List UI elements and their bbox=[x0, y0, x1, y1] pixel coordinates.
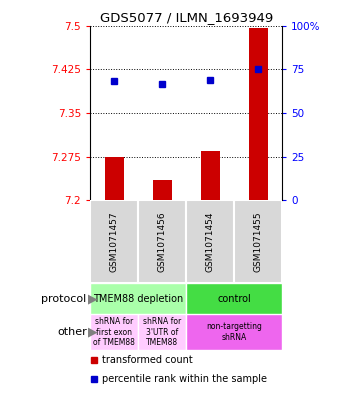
Text: ▶: ▶ bbox=[88, 325, 98, 339]
Text: other: other bbox=[57, 327, 87, 337]
Text: GSM1071454: GSM1071454 bbox=[206, 211, 215, 272]
Bar bbox=[186, 314, 282, 350]
Text: protocol: protocol bbox=[41, 294, 87, 304]
Text: TMEM88 depletion: TMEM88 depletion bbox=[93, 294, 183, 304]
Bar bbox=[90, 283, 186, 314]
Text: percentile rank within the sample: percentile rank within the sample bbox=[102, 374, 267, 384]
Bar bbox=[138, 314, 186, 350]
Text: shRNA for
first exon
of TMEM88: shRNA for first exon of TMEM88 bbox=[93, 317, 135, 347]
Bar bbox=[90, 314, 138, 350]
Bar bbox=[234, 200, 282, 283]
Bar bbox=[138, 200, 186, 283]
Title: GDS5077 / ILMN_1693949: GDS5077 / ILMN_1693949 bbox=[100, 11, 273, 24]
Text: shRNA for
3'UTR of
TMEM88: shRNA for 3'UTR of TMEM88 bbox=[143, 317, 181, 347]
Text: GSM1071455: GSM1071455 bbox=[254, 211, 263, 272]
Text: control: control bbox=[217, 294, 251, 304]
Bar bbox=[104, 157, 124, 200]
Bar bbox=[249, 28, 268, 200]
Bar bbox=[201, 151, 220, 200]
Text: ▶: ▶ bbox=[88, 292, 98, 305]
Text: transformed count: transformed count bbox=[102, 354, 192, 365]
Text: GSM1071456: GSM1071456 bbox=[158, 211, 167, 272]
Bar bbox=[90, 200, 138, 283]
Text: GSM1071457: GSM1071457 bbox=[109, 211, 119, 272]
Bar bbox=[186, 283, 282, 314]
Bar bbox=[186, 200, 234, 283]
Bar bbox=[153, 180, 172, 200]
Text: non-targetting
shRNA: non-targetting shRNA bbox=[206, 322, 262, 342]
